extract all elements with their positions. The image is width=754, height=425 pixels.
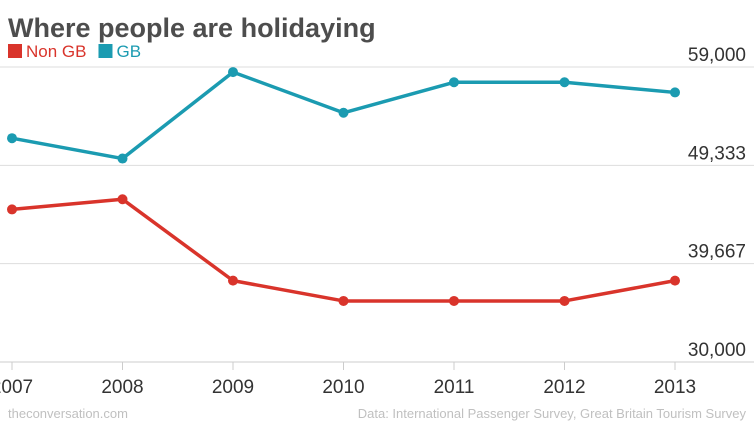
data-point-0-0 [7,204,17,215]
x-tick-label: 2012 [543,377,585,398]
data-point-0-4 [449,295,459,306]
data-point-0-2 [228,275,238,286]
legend-swatch-0 [8,44,22,58]
chart-title: Where people are holidaying [8,13,376,43]
data-point-0-5 [559,295,570,306]
data-point-0-6 [670,275,680,286]
data-point-1-2 [228,67,238,78]
data-point-1-6 [670,87,680,98]
y-tick-label: 59,000 [688,45,746,66]
legend-label-1: GB [116,42,141,61]
legend-label-0: Non GB [26,42,86,61]
data-point-1-1 [117,153,128,164]
data-point-1-5 [559,77,570,88]
legend: Non GB GB [8,42,141,61]
y-tick-label: 30,000 [688,340,746,361]
data-point-0-1 [117,194,128,205]
gridlines [0,66,754,265]
x-tick-label: 2008 [101,377,143,398]
footer-data-source: Data: International Passenger Survey, Gr… [358,406,747,421]
y-axis-ticks: 59,000 49,333 39,667 30,000 [688,45,746,361]
footer-site: theconversation.com [8,406,128,421]
x-tick-label: 2013 [654,377,696,398]
series-group [7,67,680,306]
x-tick-label: 2009 [212,377,254,398]
y-tick-label: 39,667 [688,242,746,263]
x-tick-label: 2010 [322,377,364,398]
x-tick-label: 2007 [0,377,33,398]
data-point-1-0 [7,133,17,144]
legend-swatch-1 [98,44,113,58]
series-line-0 [11,197,676,303]
x-axis-ticks: 2007 2008 2009 2010 2011 2012 2013 [0,362,696,398]
data-point-1-4 [449,77,459,88]
x-tick-label: 2011 [434,377,475,398]
data-point-0-3 [338,295,349,306]
data-point-1-3 [338,107,349,118]
y-tick-label: 49,333 [688,143,746,164]
